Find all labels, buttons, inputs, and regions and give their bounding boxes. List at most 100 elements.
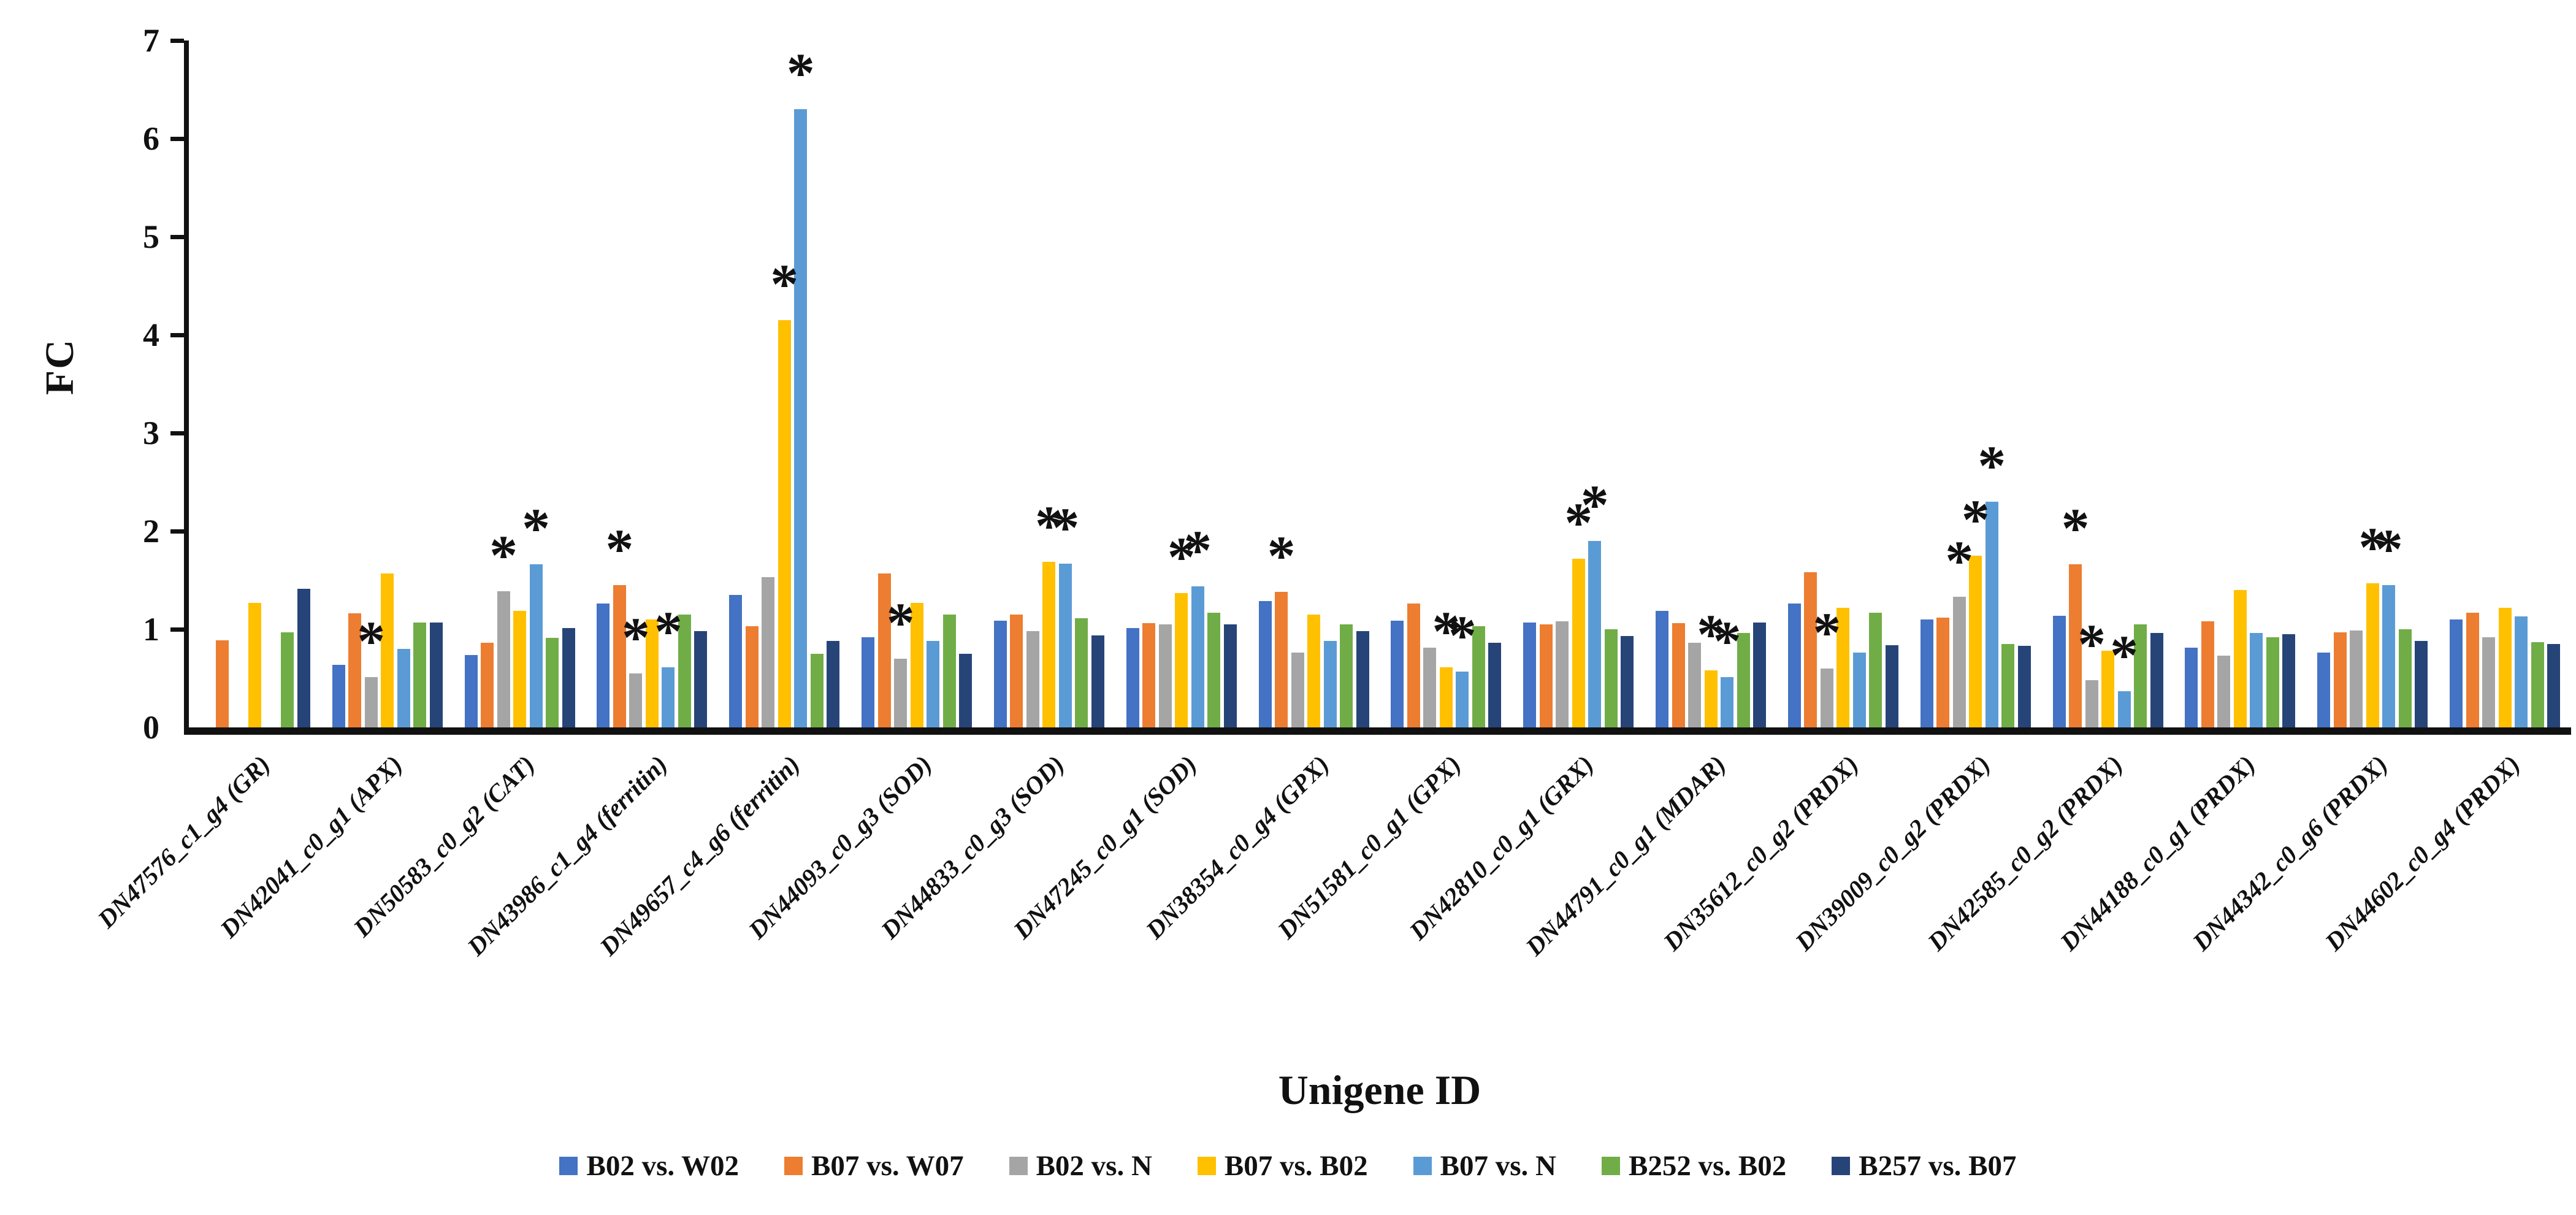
significance-asterisk: * <box>1713 610 1741 673</box>
significance-asterisk: * <box>1580 473 1609 536</box>
bar-b02-vs-w02-cat16 <box>2317 653 2331 727</box>
bar-b07-vs-b02-cat8 <box>1307 615 1321 727</box>
bar-b07-vs-b02-cat14 <box>2101 651 2115 727</box>
bar-b07-vs-w07-cat4 <box>745 626 759 727</box>
bar-b252-vs-b02-cat5 <box>942 615 956 727</box>
chart-legend: B02 vs. W02 B07 vs. W07 B02 vs. N B07 vs. B… <box>0 1149 2576 1182</box>
bar-b02-vs-n-cat2 <box>497 591 510 727</box>
significance-asterisk: * <box>786 42 815 104</box>
legend-label: B257 vs. B07 <box>1859 1150 2017 1182</box>
legend-item-b07-vs-w07: B07 vs. W07 <box>784 1149 964 1182</box>
bar-b07-vs-n-cat14 <box>2117 691 2131 727</box>
bar-b07-vs-b02-cat3 <box>645 619 659 727</box>
bar-b02-vs-n-cat16 <box>2350 630 2363 727</box>
y-axis-title: FC <box>37 339 82 395</box>
bar-b07-vs-n-cat2 <box>529 564 543 727</box>
bar-b07-vs-w07-cat14 <box>2069 564 2082 727</box>
bar-b02-vs-w02-cat13 <box>1920 619 1933 727</box>
bar-b257-vs-b07-cat7 <box>1223 624 1237 727</box>
bar-b02-vs-w02-cat14 <box>2052 615 2066 727</box>
bar-b02-vs-n-cat14 <box>2085 680 2098 727</box>
significance-asterisk: * <box>1978 434 2006 497</box>
legend-swatch-icon <box>784 1157 803 1175</box>
y-axis-tick-label: 4 <box>143 316 159 353</box>
bar-b252-vs-b02-cat1 <box>413 622 427 727</box>
y-axis-tick <box>170 235 184 239</box>
bar-b02-vs-n-cat6 <box>1026 631 1039 727</box>
bar-b07-vs-w07-cat3 <box>613 585 626 727</box>
bar-b02-vs-w02-cat4 <box>729 595 743 727</box>
bar-b257-vs-b07-cat5 <box>959 654 973 727</box>
bar-b07-vs-w07-cat5 <box>877 573 891 727</box>
legend-swatch-icon <box>1197 1157 1216 1175</box>
bar-b07-vs-n-cat13 <box>1985 502 1998 727</box>
legend-item-b257-vs-b07: B257 vs. B07 <box>1832 1149 2017 1182</box>
bar-b07-vs-n-cat15 <box>2250 633 2263 727</box>
bar-b07-vs-b02-cat6 <box>1042 561 1056 727</box>
significance-asterisk: * <box>522 497 551 560</box>
significance-asterisk: * <box>654 600 682 663</box>
bar-b02-vs-n-cat7 <box>1158 624 1172 727</box>
legend-swatch-icon <box>1009 1157 1028 1175</box>
bar-b257-vs-b07-cat14 <box>2150 633 2163 727</box>
bar-b07-vs-b02-cat17 <box>2498 607 2512 727</box>
bar-b257-vs-b07-cat16 <box>2415 641 2428 727</box>
bar-b07-vs-w07-cat16 <box>2333 632 2347 727</box>
significance-asterisk: * <box>1183 518 1212 581</box>
legend-label: B07 vs. N <box>1440 1150 1557 1182</box>
legend-label: B07 vs. W07 <box>811 1150 964 1182</box>
y-axis-tick <box>170 627 184 632</box>
bar-b07-vs-w07-cat9 <box>1407 604 1420 727</box>
significance-asterisk: * <box>2374 518 2403 580</box>
bar-b07-vs-b02-cat10 <box>1572 558 1585 727</box>
bar-b07-vs-n-cat8 <box>1323 641 1337 727</box>
bar-b257-vs-b07-cat6 <box>1091 635 1104 727</box>
bar-b02-vs-w02-cat15 <box>2185 648 2198 727</box>
legend-item-b02-vs-w02: B02 vs. W02 <box>559 1149 739 1182</box>
bar-b02-vs-n-cat10 <box>1556 621 1569 727</box>
bar-b252-vs-b02-cat0 <box>281 632 294 727</box>
bar-b02-vs-n-cat5 <box>894 659 908 727</box>
bar-b252-vs-b02-cat4 <box>810 654 824 727</box>
bar-b07-vs-n-cat9 <box>1456 671 1469 727</box>
legend-label: B07 vs. B02 <box>1224 1150 1368 1182</box>
bar-b02-vs-n-cat3 <box>629 673 643 727</box>
bar-b02-vs-n-cat9 <box>1423 648 1437 727</box>
significance-asterisk: * <box>1051 496 1080 559</box>
y-axis-tick <box>170 137 184 141</box>
bar-b07-vs-b02-cat11 <box>1704 670 1718 727</box>
bar-b02-vs-w02-cat3 <box>597 604 610 727</box>
bar-b07-vs-b02-cat4 <box>778 320 791 727</box>
bar-b07-vs-w07-cat1 <box>348 613 362 727</box>
bar-b07-vs-b02-cat0 <box>248 602 262 727</box>
bar-b257-vs-b07-cat4 <box>827 641 840 727</box>
bar-b02-vs-n-cat4 <box>762 577 775 727</box>
significance-asterisk: * <box>621 606 650 669</box>
bar-b252-vs-b02-cat10 <box>1604 629 1618 727</box>
bar-b257-vs-b07-cat15 <box>2282 634 2296 727</box>
significance-asterisk: * <box>357 610 386 673</box>
bar-b257-vs-b07-cat9 <box>1488 643 1502 727</box>
y-axis-tick <box>170 39 184 43</box>
bar-b02-vs-w02-cat9 <box>1391 620 1404 727</box>
y-axis-tick <box>170 333 184 337</box>
significance-asterisk: * <box>2061 497 2090 560</box>
bar-b252-vs-b02-cat16 <box>2398 629 2412 727</box>
y-axis-tick-label: 0 <box>143 709 159 746</box>
bar-b07-vs-n-cat17 <box>2515 616 2528 727</box>
bar-b02-vs-n-cat8 <box>1291 653 1304 727</box>
legend-swatch-icon <box>1832 1157 1851 1175</box>
y-axis-tick-label: 7 <box>143 22 159 59</box>
bar-b02-vs-w02-cat10 <box>1523 622 1537 727</box>
bar-b07-vs-b02-cat12 <box>1836 607 1850 727</box>
bar-b07-vs-n-cat4 <box>794 109 808 727</box>
bar-b02-vs-n-cat15 <box>2217 656 2231 727</box>
bar-b02-vs-w02-cat17 <box>2450 619 2463 727</box>
bar-b07-vs-w07-cat13 <box>1936 617 1950 727</box>
bar-b257-vs-b07-cat3 <box>694 631 708 727</box>
bar-b252-vs-b02-cat9 <box>1472 626 1485 727</box>
y-axis-tick-label: 5 <box>143 218 159 255</box>
plot-area: * * * * * * * * * * * * * * * * * * * * * * * * * * * * * <box>170 39 2571 735</box>
bar-b07-vs-b02-cat13 <box>1969 556 1982 727</box>
bar-b07-vs-n-cat11 <box>1721 677 1734 727</box>
